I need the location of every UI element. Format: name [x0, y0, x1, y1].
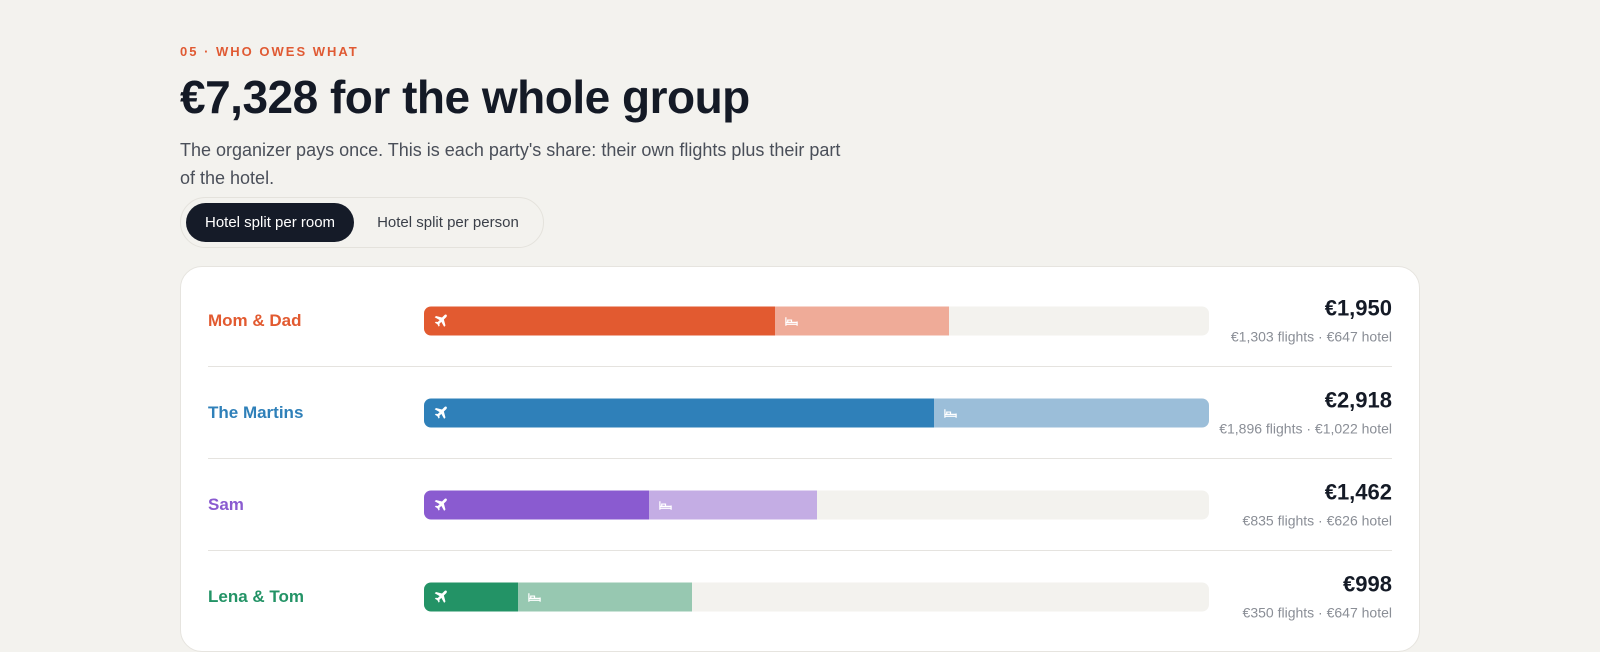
party-row: The Martins €2,918 €1,896 flights · €1,0…	[208, 367, 1392, 459]
hotel-split-toggle: Hotel split per room Hotel split per per…	[180, 197, 544, 248]
bed-icon	[944, 408, 957, 418]
party-total: €1,950	[1324, 295, 1392, 321]
party-breakdown: €835 flights · €626 hotel	[1242, 512, 1392, 528]
flights-segment	[424, 398, 935, 427]
party-shares-card: Mom & Dad €1,950 €1,303 flights · €647 h…	[180, 266, 1420, 652]
bed-icon	[528, 593, 541, 602]
party-amounts: €1,950 €1,303 flights · €647 hotel	[1231, 295, 1392, 348]
hotel-segment	[648, 490, 818, 519]
party-amounts: €2,918 €1,896 flights · €1,022 hotel	[1219, 386, 1392, 439]
section-eyebrow: 05 · WHO OWES WHAT	[180, 44, 359, 59]
party-row: Sam €1,462 €835 flights · €626 hotel	[208, 459, 1392, 551]
party-total: €2,918	[1324, 387, 1392, 412]
party-name: The Martins	[208, 402, 304, 422]
flights-segment	[424, 582, 519, 612]
share-bar	[424, 490, 1209, 519]
bed-icon	[658, 500, 672, 510]
party-row: Lena & Tom €998 €350 flights · €647 hote…	[208, 551, 1392, 643]
bed-icon	[784, 317, 798, 326]
plane-icon	[434, 314, 447, 327]
party-breakdown: €350 flights · €647 hotel	[1242, 604, 1392, 621]
party-name: Mom & Dad	[208, 311, 302, 330]
share-bar	[424, 398, 1209, 427]
party-name: Sam	[208, 494, 244, 514]
party-amounts: €1,462 €835 flights · €626 hotel	[1243, 478, 1392, 531]
page-subtitle: The organizer pays once. This is each pa…	[180, 140, 841, 188]
flights-segment	[424, 306, 775, 336]
party-breakdown: €1,303 flights · €647 hotel	[1230, 328, 1392, 345]
hotel-segment	[774, 306, 949, 336]
share-bar	[424, 582, 1209, 612]
page-title: €7,328 for the whole group	[180, 71, 750, 123]
party-total: €1,462	[1324, 479, 1392, 504]
party-amounts: €998 €350 flights · €647 hotel	[1243, 571, 1392, 624]
hotel-split-per-room-button[interactable]: Hotel split per room	[186, 203, 355, 242]
hotel-segment	[934, 398, 1209, 427]
flights-segment	[424, 490, 649, 519]
party-breakdown: €1,896 flights · €1,022 hotel	[1219, 420, 1392, 436]
hotel-split-per-person-button[interactable]: Hotel split per person	[377, 214, 519, 231]
plane-icon	[434, 406, 447, 419]
party-name: Lena & Tom	[208, 587, 305, 606]
share-bar	[424, 306, 1209, 336]
plane-icon	[434, 498, 447, 511]
party-total: €998	[1343, 571, 1392, 597]
hotel-segment	[518, 582, 693, 612]
plane-icon	[434, 590, 447, 603]
party-row: Mom & Dad €1,950 €1,303 flights · €647 h…	[208, 267, 1392, 367]
